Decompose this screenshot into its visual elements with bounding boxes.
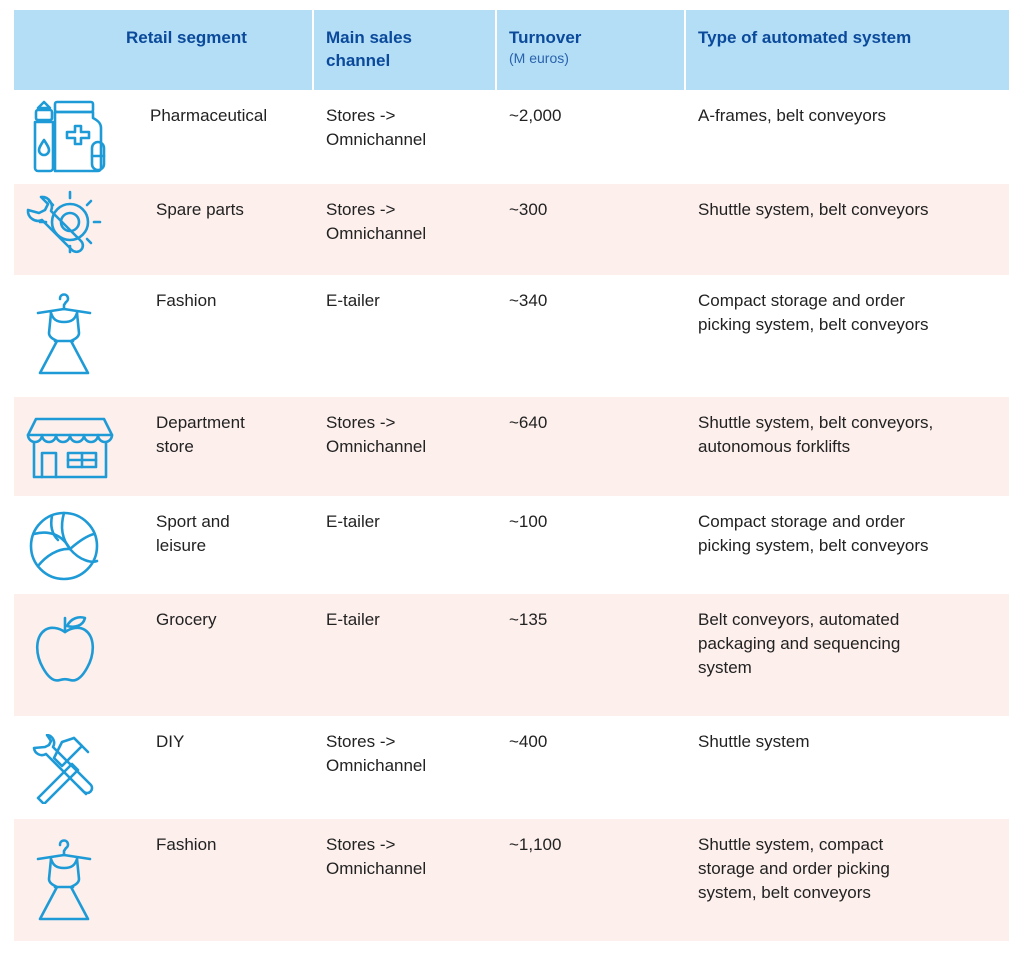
system-cell: Compact storage and order picking system… — [698, 291, 929, 334]
channel-cell: Stores -> Omnichannel — [326, 106, 427, 149]
system-cell: Shuttle system — [698, 732, 810, 751]
segment-cell: Sport and leisure — [156, 512, 230, 555]
table-row: Fashion Stores -> Omnichannel ~1,100 Shu… — [14, 819, 1009, 941]
header-retail-segment: Retail segment — [126, 28, 247, 47]
header-turnover: Turnover (M euros) — [509, 26, 581, 67]
retail-automation-table: Retail segment Main sales channel Turnov… — [14, 10, 1009, 941]
channel-cell: E-tailer — [326, 291, 380, 310]
header-divider — [312, 10, 314, 90]
table-row: Fashion E-tailer ~340 Compact storage an… — [14, 275, 1009, 397]
tools-icon — [32, 734, 98, 804]
wrench-gear-icon — [24, 190, 102, 268]
header-turnover-label: Turnover — [509, 28, 582, 47]
channel-cell: Stores -> Omnichannel — [326, 835, 427, 878]
table-header: Retail segment Main sales channel Turnov… — [14, 10, 1009, 90]
channel-cell: Stores -> Omnichannel — [326, 200, 427, 243]
system-cell: A-frames, belt conveyors — [698, 106, 887, 125]
channel-cell: E-tailer — [326, 512, 380, 531]
system-cell: Compact storage and order picking system… — [698, 512, 929, 555]
segment-cell: DIY — [156, 732, 185, 751]
storefront-icon — [26, 415, 114, 479]
table-row: Department store Stores -> Omnichannel ~… — [14, 397, 1009, 496]
header-divider — [684, 10, 686, 90]
segment-cell: Grocery — [156, 610, 217, 629]
turnover-cell: ~400 — [509, 732, 548, 751]
header-main-sales-channel: Main sales channel — [326, 26, 412, 72]
segment-cell: Fashion — [156, 291, 217, 310]
turnover-cell: ~640 — [509, 413, 548, 432]
segment-cell: Pharmaceutical — [150, 106, 268, 125]
system-cell: Shuttle system, belt conveyors, autonomo… — [698, 413, 934, 456]
system-cell: Belt conveyors, automated packaging and … — [698, 610, 901, 677]
table-row: Spare parts Stores -> Omnichannel ~300 S… — [14, 184, 1009, 275]
segment-cell: Department store — [156, 413, 245, 456]
segment-cell: Fashion — [156, 835, 217, 854]
dress-icon — [34, 291, 94, 377]
header-channel-line1: Main sales — [326, 28, 412, 47]
turnover-cell: ~300 — [509, 200, 548, 219]
table-row: DIY Stores -> Omnichannel ~400 Shuttle s… — [14, 716, 1009, 819]
segment-cell: Spare parts — [156, 200, 244, 219]
header-channel-line2: channel — [326, 51, 391, 70]
ball-icon — [28, 510, 100, 582]
apple-icon — [34, 614, 96, 684]
header-divider — [495, 10, 497, 90]
table-row: Sport and leisure E-tailer ~100 Compact … — [14, 496, 1009, 594]
turnover-cell: ~2,000 — [509, 106, 562, 125]
header-automated-system: Type of automated system — [698, 28, 912, 47]
header-turnover-unit: (M euros) — [509, 50, 569, 66]
dress-icon — [34, 837, 94, 923]
turnover-cell: ~135 — [509, 610, 548, 629]
system-cell: Shuttle system, compact storage and orde… — [698, 835, 890, 902]
turnover-cell: ~100 — [509, 512, 548, 531]
channel-cell: Stores -> Omnichannel — [326, 413, 427, 456]
turnover-cell: ~1,100 — [509, 835, 562, 854]
system-cell: Shuttle system, belt conveyors — [698, 200, 929, 219]
table-row: Pharmaceutical Stores -> Omnichannel ~2,… — [14, 90, 1009, 184]
pharmacy-icon — [30, 100, 106, 174]
table-row: Grocery E-tailer ~135 Belt conveyors, au… — [14, 594, 1009, 716]
channel-cell: Stores -> Omnichannel — [326, 732, 427, 775]
turnover-cell: ~340 — [509, 291, 548, 310]
channel-cell: E-tailer — [326, 610, 380, 629]
